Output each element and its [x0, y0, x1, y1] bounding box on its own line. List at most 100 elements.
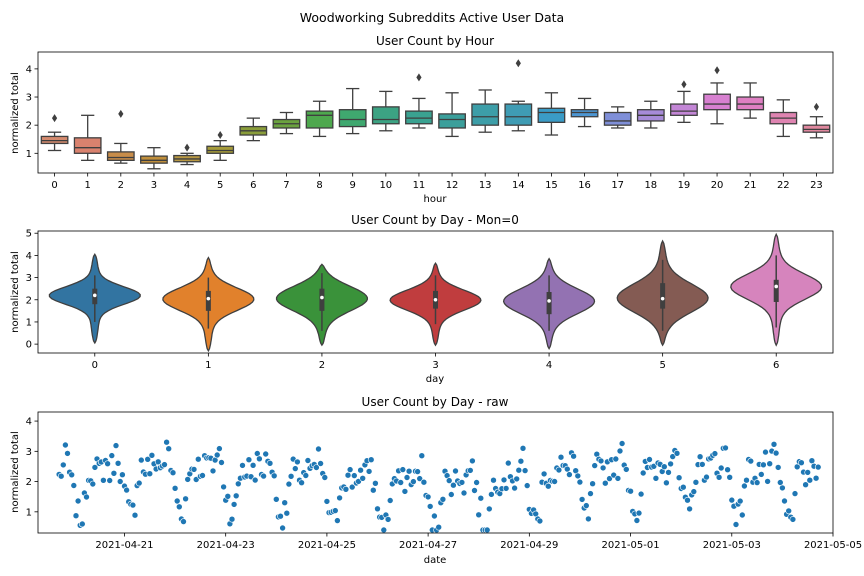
scatter-point	[431, 512, 438, 520]
violin-median-dot	[320, 295, 324, 300]
panel2-xtick-label: 2021-05-03	[703, 540, 761, 551]
scatter-point	[622, 466, 630, 473]
scatter-point	[698, 461, 706, 468]
scatter-point	[606, 475, 613, 482]
scatter-point	[418, 452, 426, 460]
scatter-point	[386, 497, 394, 504]
scatter-point	[798, 459, 805, 467]
panel0-xtick-label: 4	[184, 180, 190, 191]
scatter-point	[384, 516, 392, 523]
scatter-point	[477, 494, 485, 502]
scatter-point	[350, 472, 358, 479]
panel0-xtick-label: 10	[379, 180, 392, 191]
violin-iqr-box	[660, 283, 666, 309]
scatter-point	[83, 493, 90, 501]
scatter-point	[251, 476, 259, 484]
scatter-point	[483, 526, 491, 534]
scatter-point	[576, 478, 584, 486]
scatter-point	[445, 477, 453, 484]
figure-title: Woodworking Subreddits Active User Data	[300, 10, 564, 25]
scatter-point	[165, 445, 172, 453]
violin-iqr-box	[546, 292, 552, 315]
scatter-point	[673, 449, 681, 457]
scatter-point	[570, 452, 577, 460]
scatter-point	[119, 471, 126, 479]
scatter-point	[59, 461, 67, 469]
scatter-point	[317, 460, 324, 467]
panel0-xtick-label: 19	[678, 180, 691, 191]
scatter-point	[502, 485, 510, 492]
panel0-xtick-label: 15	[545, 180, 558, 191]
scatter-point	[64, 450, 71, 457]
scatter-point	[420, 478, 428, 486]
panel2-ytick-label: 4	[26, 417, 32, 428]
scatter-point	[804, 469, 812, 476]
scatter-point	[675, 474, 683, 482]
scatter-point	[279, 524, 286, 532]
box-hour-8	[305, 110, 334, 129]
panel0-ytick-label: 4	[26, 64, 32, 75]
scatter-point	[213, 451, 221, 459]
scatter-point	[447, 491, 455, 498]
box-hour-11	[405, 110, 433, 125]
panel0-xtick-label: 13	[479, 180, 492, 191]
scatter-point	[544, 482, 552, 490]
panel0-xtick-label: 22	[777, 180, 790, 191]
scatter-point	[334, 517, 341, 524]
panel0-xtick-label: 2	[118, 180, 124, 191]
scatter-point	[357, 466, 364, 474]
panel2-title: User Count by Day - raw	[362, 395, 509, 409]
panel1-ylabel: normalized total	[10, 251, 21, 333]
panel0-xtick-label: 16	[578, 180, 591, 191]
panel0-xtick-label: 17	[611, 180, 624, 191]
scatter-point	[131, 511, 139, 519]
scatter-point	[686, 505, 693, 513]
scatter-point	[557, 453, 565, 461]
scatter-point	[283, 509, 291, 517]
scatter-point	[182, 495, 189, 503]
scatter-point	[597, 457, 605, 465]
scatter-point	[762, 448, 769, 456]
scatter-point	[401, 488, 409, 495]
box-hour-13	[471, 103, 500, 126]
scatter-point	[410, 478, 417, 485]
scatter-point	[270, 472, 278, 480]
scatter-point	[161, 461, 168, 468]
scatter-point	[424, 493, 432, 501]
scatter-point	[717, 464, 725, 472]
scatter-point	[180, 518, 187, 525]
scatter-point	[722, 444, 729, 452]
scatter-point	[741, 482, 748, 490]
scatter-point	[772, 449, 780, 457]
scatter-point	[256, 455, 263, 463]
panel1-ytick-label: 0	[26, 340, 32, 351]
panel0-xlabel: hour	[424, 194, 448, 205]
panel1-xtick-label: 1	[205, 360, 211, 371]
scatter-point	[460, 489, 468, 497]
box-hour-2	[106, 151, 135, 161]
scatter-point	[342, 485, 350, 493]
panel0-ylabel: normalized total	[10, 72, 21, 154]
scatter-point	[585, 515, 592, 523]
scatter-point	[726, 473, 734, 481]
scatter-point	[587, 490, 594, 497]
scatter-point	[173, 497, 181, 505]
box-outlier	[515, 59, 521, 68]
daily-violin-panel: User Count by Day - Mon=0 day normalized…	[10, 213, 834, 385]
violin-median-dot	[660, 296, 665, 301]
scatter-point	[757, 471, 765, 478]
panel0-xtick-label: 0	[51, 180, 57, 191]
scatter-point	[555, 466, 563, 474]
scatter-point	[743, 476, 750, 484]
scatter-point	[490, 476, 497, 484]
violin-median-dot	[774, 284, 779, 289]
scatter-point	[802, 481, 809, 489]
scatter-point	[163, 438, 170, 446]
scatter-point	[665, 469, 672, 476]
scatter-point	[766, 460, 774, 468]
scatter-point	[426, 503, 434, 510]
panel0-xtick-label: 1	[85, 180, 91, 191]
box-hour-21	[736, 96, 765, 111]
box-outlier	[681, 80, 687, 89]
scatter-point	[72, 512, 80, 520]
